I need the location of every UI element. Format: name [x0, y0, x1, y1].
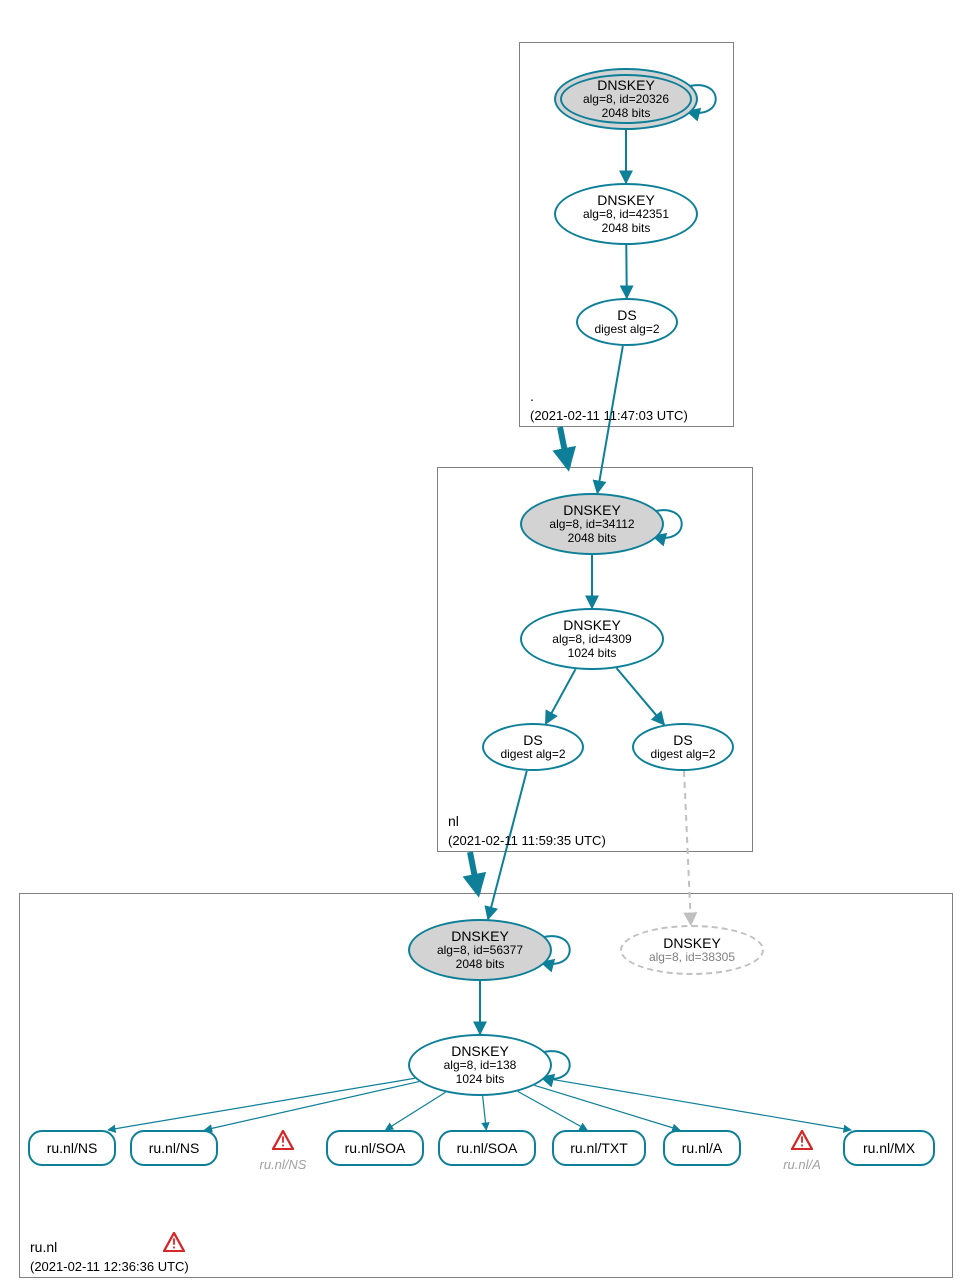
node-root-ds: DSdigest alg=2 — [576, 298, 678, 346]
warning-rr-ns-warn: ru.nl/NS — [253, 1130, 313, 1172]
node-runl-ksk: DNSKEYalg=8, id=563772048 bits — [408, 919, 552, 981]
zone-nl-label: nl — [448, 813, 459, 829]
node-runl-ghost: DNSKEYalg=8, id=38305 — [620, 925, 764, 975]
node-rr-ns1: ru.nl/NS — [28, 1130, 116, 1166]
node-nl-zsk: DNSKEYalg=8, id=43091024 bits — [520, 608, 664, 670]
node-nl-ksk: DNSKEYalg=8, id=341122048 bits — [520, 493, 664, 555]
zone-runl-timestamp: (2021-02-11 12:36:36 UTC) — [30, 1259, 189, 1274]
zone-root-timestamp: (2021-02-11 11:47:03 UTC) — [530, 408, 688, 423]
zone-runl-warning-icon — [163, 1232, 185, 1257]
zone-runl-label: ru.nl — [30, 1239, 57, 1255]
node-rr-soa1: ru.nl/SOA — [326, 1130, 424, 1166]
zone-root-label: . — [530, 388, 534, 404]
node-rr-ns2: ru.nl/NS — [130, 1130, 218, 1166]
node-rr-txt: ru.nl/TXT — [552, 1130, 646, 1166]
node-rr-soa2: ru.nl/SOA — [438, 1130, 536, 1166]
node-nl-ds2: DSdigest alg=2 — [632, 723, 734, 771]
node-root-zsk: DNSKEYalg=8, id=423512048 bits — [554, 183, 698, 245]
node-rr-mx: ru.nl/MX — [843, 1130, 935, 1166]
node-runl-zsk: DNSKEYalg=8, id=1381024 bits — [408, 1034, 552, 1096]
node-rr-a: ru.nl/A — [663, 1130, 741, 1166]
warning-rr-a-warn: ru.nl/A — [772, 1130, 832, 1172]
node-nl-ds1: DSdigest alg=2 — [482, 723, 584, 771]
node-root-ksk: DNSKEYalg=8, id=203262048 bits — [554, 68, 698, 130]
zone-nl-timestamp: (2021-02-11 11:59:35 UTC) — [448, 833, 606, 848]
